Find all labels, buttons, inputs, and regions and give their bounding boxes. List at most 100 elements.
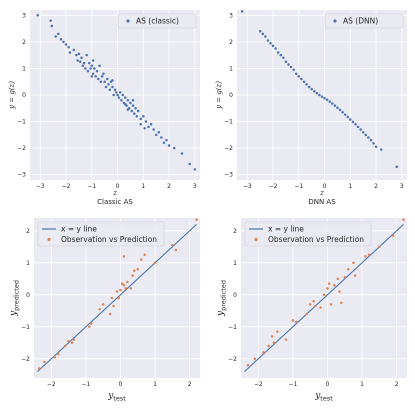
data-point <box>57 32 60 36</box>
data-point <box>134 107 137 110</box>
data-point <box>99 80 103 83</box>
data-point <box>118 91 122 94</box>
y-tick-label: 2 <box>233 228 237 235</box>
y-tick-label: −3 <box>17 172 26 179</box>
data-point <box>289 65 293 69</box>
data-point <box>162 141 166 145</box>
data-point <box>364 255 367 258</box>
data-point <box>135 115 139 118</box>
data-point <box>93 67 96 70</box>
data-point <box>63 344 67 348</box>
data-point <box>59 37 63 41</box>
data-point <box>291 319 295 322</box>
data-point <box>340 301 343 305</box>
data-point <box>346 267 350 271</box>
data-point <box>262 351 265 354</box>
data-point <box>154 133 158 137</box>
data-point <box>131 274 134 277</box>
data-point <box>284 338 288 341</box>
data-point <box>297 75 301 78</box>
data-point <box>72 338 76 341</box>
data-point <box>346 115 350 119</box>
data-point <box>336 277 340 281</box>
data-point <box>67 339 70 343</box>
data-point <box>43 360 46 364</box>
legend-label: AS (DNN) <box>343 17 378 26</box>
y-axis-label: y = g(z) <box>215 81 223 110</box>
data-point <box>315 91 319 95</box>
identity-line <box>37 223 197 373</box>
data-point <box>124 96 127 99</box>
data-point <box>246 363 250 367</box>
y-tick-label: 2 <box>26 228 30 235</box>
grid <box>237 10 407 180</box>
data-point <box>89 67 92 70</box>
data-point <box>352 261 355 265</box>
data-point <box>122 283 126 287</box>
data-point <box>287 63 290 66</box>
data-point <box>110 296 114 300</box>
data-point <box>100 75 104 78</box>
data-point <box>240 10 244 13</box>
subplot-caption: DNN AS <box>308 198 336 206</box>
data-point <box>80 56 83 60</box>
data-point <box>104 85 108 89</box>
data-point <box>120 282 124 285</box>
data-point <box>253 357 257 361</box>
data-point <box>139 117 143 121</box>
data-point <box>264 35 267 38</box>
data-point <box>131 99 135 102</box>
data-point <box>343 113 347 116</box>
data-point <box>56 352 60 356</box>
data-point <box>129 101 132 105</box>
y-tick-label: −1 <box>228 324 237 331</box>
x-tick-label: 1 <box>348 183 352 190</box>
x-tick-label: −1 <box>81 381 90 388</box>
data-point <box>351 120 355 124</box>
data-point <box>67 45 70 49</box>
identity-line <box>244 223 404 373</box>
data-point <box>336 106 339 109</box>
data-point <box>305 83 308 86</box>
data-point <box>77 52 81 56</box>
data-point <box>86 69 90 73</box>
data-point <box>369 138 373 142</box>
x-tick-label: 1 <box>153 381 157 388</box>
data-point <box>308 303 312 306</box>
data-point <box>180 152 184 155</box>
data-point <box>167 144 171 147</box>
data-point <box>174 248 178 252</box>
data-point <box>341 111 344 114</box>
x-tick-label: −2 <box>254 381 263 388</box>
data-point <box>139 122 143 126</box>
data-point <box>108 312 112 316</box>
data-point <box>136 267 139 271</box>
x-tick-label: 0 <box>326 381 330 388</box>
x-tick-label: 3 <box>193 183 197 190</box>
data-point <box>258 30 262 33</box>
data-point <box>193 168 197 171</box>
y-tick-label: 1 <box>233 260 237 267</box>
data-point <box>136 109 140 113</box>
data-point <box>367 136 370 139</box>
y-tick-label: 1 <box>26 260 30 267</box>
data-point <box>142 115 145 118</box>
x-axis-label: ytest <box>314 391 333 403</box>
x-tick-label: 2 <box>188 381 192 388</box>
data-point <box>120 99 123 102</box>
data-point <box>98 307 101 311</box>
data-point <box>329 303 333 306</box>
y-tick-label: −3 <box>224 172 233 179</box>
data-point <box>124 287 127 290</box>
data-point <box>379 148 383 151</box>
data-point <box>157 130 161 134</box>
legend-marker <box>47 237 51 242</box>
data-point <box>282 56 285 60</box>
x-tick-label: −2 <box>62 183 71 190</box>
data-point <box>131 104 135 107</box>
x-axis-label: z <box>112 189 117 197</box>
x-axis-label: ytest <box>107 391 126 403</box>
data-point <box>115 91 118 94</box>
